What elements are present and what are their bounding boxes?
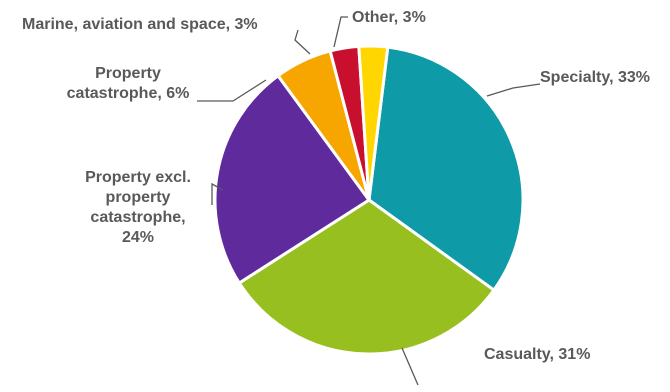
data-label-property-excl-property-catastrophe: Property excl. property catastrophe, 24% xyxy=(64,168,212,248)
data-label-line: property xyxy=(105,189,171,206)
data-label-line: Specialty, 33% xyxy=(540,69,650,86)
data-label-line: Other, 3% xyxy=(352,9,426,26)
data-label-other: Other, 3% xyxy=(352,8,452,28)
pie-slice-property-excl-property-catastrophe xyxy=(213,74,371,285)
leader-line-other xyxy=(333,16,348,48)
leader-line-specialty xyxy=(486,83,541,97)
pie-slice-other xyxy=(357,44,390,202)
data-label-line: Property excl. xyxy=(85,169,191,186)
data-label-marine-aviation-and-space: Marine, aviation and space, 3% xyxy=(22,15,292,35)
pie-slice-specialty xyxy=(367,45,525,292)
data-label-line: catastrophe, xyxy=(90,209,186,226)
leader-line-marine-aviation-and-space xyxy=(294,29,311,55)
pie-slice-casualty xyxy=(237,198,496,356)
data-label-line: Marine, aviation and space, 3% xyxy=(22,16,258,33)
data-label-property-catastrophe: Property catastrophe, 6% xyxy=(64,64,192,104)
data-label-line: Property xyxy=(95,65,161,82)
data-label-casualty: Casualty, 31% xyxy=(484,345,609,365)
data-label-line: 24% xyxy=(121,229,155,246)
data-label-line: catastrophe, 6% xyxy=(66,85,190,102)
leader-line-casualty xyxy=(401,347,419,386)
data-label-specialty: Specialty, 33% xyxy=(540,68,665,88)
data-label-line: Casualty, 31% xyxy=(484,346,591,363)
leader-line-property-catastrophe xyxy=(197,79,267,102)
leader-line-property-excl-property-catastrophe xyxy=(211,182,224,205)
